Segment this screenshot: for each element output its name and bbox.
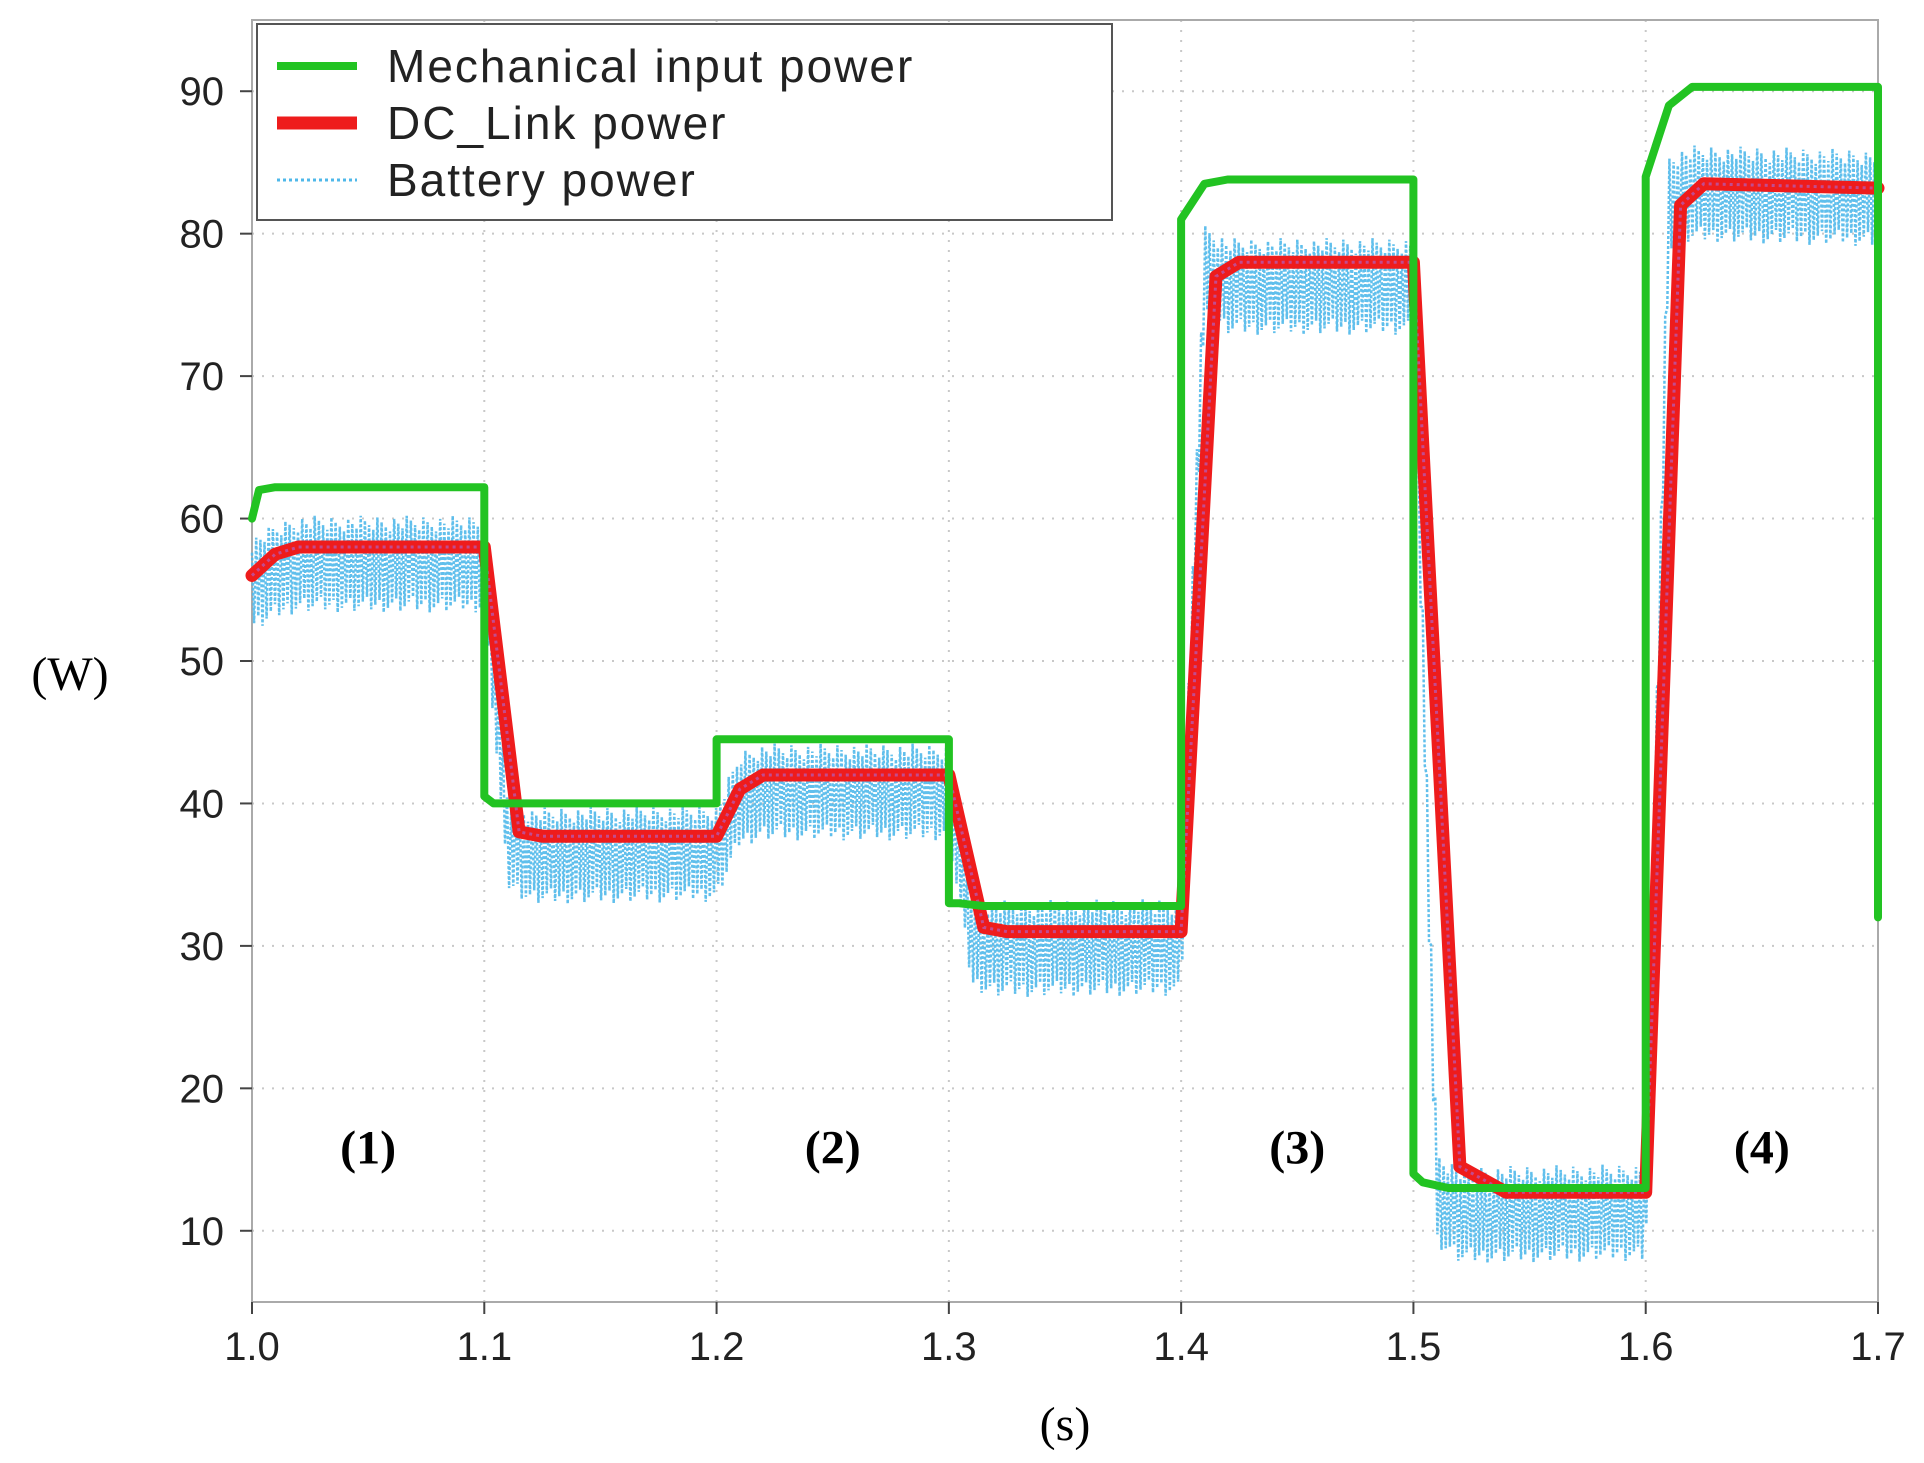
x-tick-label: 1.3: [921, 1325, 977, 1369]
x-axis-title: (s): [1040, 1398, 1091, 1451]
legend-entry-battery-power: Battery power: [387, 154, 697, 206]
dc-link-power-overlay: [250, 182, 1879, 1194]
x-tick-label: 1.5: [1386, 1325, 1442, 1369]
series-layer: [245, 82, 1885, 1264]
battery-power-line: [250, 145, 1878, 1264]
region-label: (4): [1734, 1121, 1790, 1174]
x-tick-label: 1.1: [456, 1325, 512, 1369]
y-tick-label: 60: [180, 498, 225, 542]
y-tick-label: 20: [180, 1067, 225, 1111]
region-label: (1): [340, 1121, 396, 1174]
y-tick-label: 40: [180, 782, 225, 826]
y-tick-label: 90: [180, 70, 225, 114]
legend-entry-dc-link-power: DC_Link power: [387, 97, 727, 149]
mechanical-input-power-line: [248, 82, 1882, 1192]
y-tick-label: 80: [180, 213, 225, 257]
axis-ticks: 1.0 1.1 1.2 1.3 1.4 1.5 1.6 1.7 10 20 30 40 50 60 70 80…: [180, 70, 1906, 1369]
legend-box: [256, 23, 1113, 221]
x-tick-label: 1.2: [689, 1325, 745, 1369]
x-tick-label: 1.4: [1153, 1325, 1209, 1369]
y-axis-title: (W): [31, 648, 108, 701]
y-tick-label: 70: [180, 355, 225, 399]
region-label: (2): [805, 1121, 861, 1174]
x-tick-label: 1.7: [1850, 1325, 1906, 1369]
x-tick-label: 1.6: [1618, 1325, 1674, 1369]
y-tick-label: 30: [180, 925, 225, 969]
y-tick-label: 10: [180, 1210, 225, 1254]
y-tick-label: 50: [180, 640, 225, 684]
region-label: (3): [1269, 1121, 1325, 1174]
x-tick-label: 1.0: [224, 1325, 280, 1369]
dc-link-power-line: [245, 177, 1885, 1199]
region-annotations: (1) (2) (3) (4): [340, 1121, 1790, 1174]
legend-entry-mechanical-input-power: Mechanical input power: [387, 40, 914, 92]
